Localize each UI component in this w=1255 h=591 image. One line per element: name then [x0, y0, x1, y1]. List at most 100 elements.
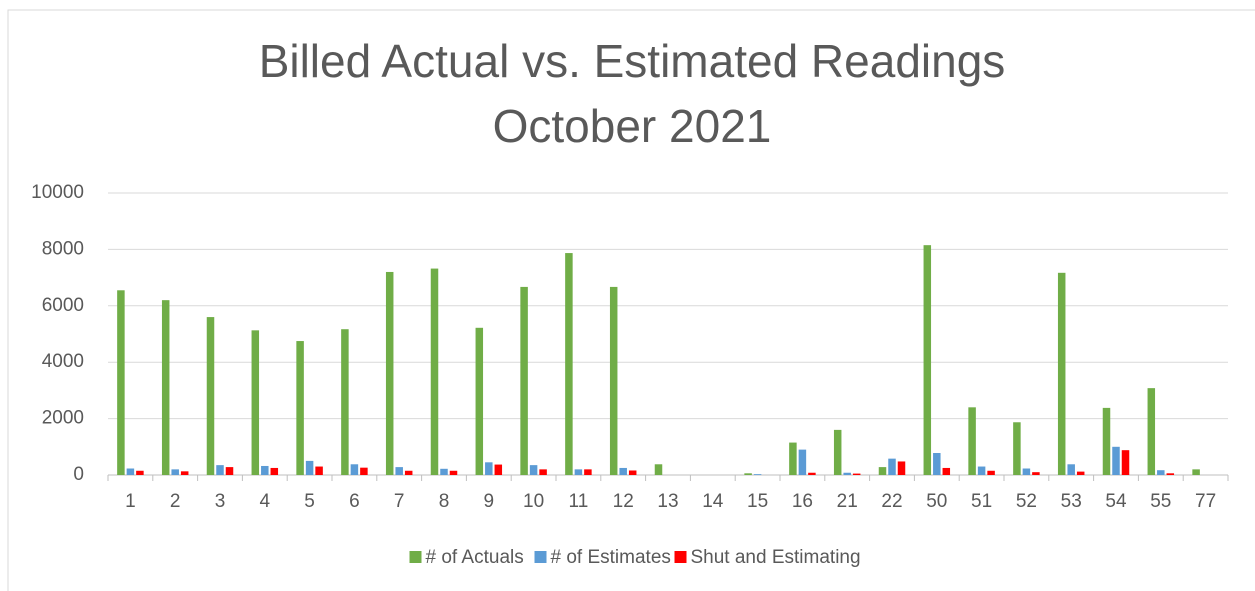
bar	[136, 470, 144, 475]
x-tick-label: 8	[439, 491, 450, 512]
bar	[385, 271, 394, 475]
bar	[360, 467, 368, 475]
y-tick-label: 10000	[31, 182, 84, 203]
chart-subtitle: October 2021	[493, 100, 772, 152]
bar	[798, 449, 807, 475]
chart-border	[7, 9, 1255, 591]
x-tick-label: 50	[926, 491, 947, 512]
bar	[539, 469, 547, 475]
bar	[942, 467, 951, 475]
x-tick-label: 53	[1061, 491, 1082, 512]
bar	[341, 329, 349, 475]
y-tick-label: 6000	[42, 295, 84, 316]
bar	[744, 473, 752, 475]
bar	[171, 469, 179, 475]
bar	[789, 442, 797, 475]
bar	[654, 464, 663, 475]
bar	[977, 466, 986, 475]
bar	[251, 330, 260, 475]
legend-swatch	[674, 551, 687, 563]
bar	[485, 462, 493, 475]
bar	[161, 300, 170, 475]
bar	[315, 466, 323, 475]
bar	[296, 341, 304, 475]
bar	[1032, 472, 1040, 475]
bar	[833, 429, 842, 475]
bar	[1076, 471, 1085, 475]
bar	[206, 317, 215, 475]
x-tick-label: 6	[349, 491, 360, 512]
bar	[574, 469, 583, 475]
bar	[395, 467, 403, 475]
bar	[619, 467, 627, 475]
legend-label: # of Actuals	[426, 547, 524, 568]
bar	[584, 469, 592, 475]
chart-title: Billed Actual vs. Estimated Readings	[259, 35, 1006, 87]
x-tick-label: 5	[304, 491, 315, 512]
x-tick-label: 12	[613, 491, 634, 512]
bar	[565, 253, 573, 475]
bar	[180, 471, 189, 475]
bar	[216, 465, 224, 475]
bar	[628, 470, 637, 475]
legend-swatch	[409, 551, 422, 563]
bar	[117, 290, 125, 475]
x-tick-label: 52	[1016, 491, 1037, 512]
x-tick-label: 21	[837, 491, 858, 512]
bar	[987, 470, 995, 475]
bar	[897, 461, 906, 475]
x-tick-label: 22	[881, 491, 902, 512]
bar	[968, 407, 976, 475]
x-tick-label: 16	[792, 491, 813, 512]
bar	[1102, 407, 1111, 475]
bar	[225, 467, 234, 475]
bar	[440, 468, 448, 475]
y-tick-label: 4000	[42, 351, 84, 372]
bar	[1022, 468, 1031, 475]
x-tick-label: 2	[170, 491, 181, 512]
bar	[1192, 469, 1200, 475]
x-tick-label: 51	[971, 491, 992, 512]
bar	[808, 472, 816, 475]
x-tick-label: 54	[1105, 491, 1127, 512]
bar	[449, 470, 458, 475]
bar	[1112, 446, 1120, 475]
bar	[1013, 422, 1021, 475]
x-tick-label: 77	[1195, 491, 1216, 512]
x-tick-label: 15	[747, 491, 768, 512]
bar	[1121, 450, 1130, 475]
x-tick-label: 55	[1150, 491, 1171, 512]
bar	[1057, 272, 1066, 475]
x-tick-label: 14	[702, 491, 724, 512]
bar	[852, 473, 861, 475]
legend-label: # of Estimates	[551, 547, 671, 568]
bar	[753, 474, 762, 475]
bar	[923, 245, 932, 475]
bar	[270, 467, 279, 475]
x-tick-label: 7	[394, 491, 405, 512]
x-tick-label: 11	[569, 491, 589, 512]
bar	[520, 286, 528, 475]
y-tick-label: 8000	[42, 238, 84, 259]
bar	[843, 472, 851, 475]
x-tick-label: 4	[260, 491, 271, 512]
bar	[529, 465, 538, 475]
bar	[305, 460, 314, 475]
x-tick-label: 13	[657, 491, 678, 512]
bar	[404, 470, 413, 475]
bar	[126, 468, 135, 475]
bar	[933, 453, 941, 475]
legend-label: Shut and Estimating	[691, 547, 861, 568]
bar	[888, 458, 896, 475]
bar	[609, 286, 618, 475]
bar	[350, 464, 359, 475]
x-tick-label: 9	[484, 491, 495, 512]
bar	[261, 465, 269, 475]
bar	[494, 464, 503, 475]
bar	[1147, 388, 1156, 475]
x-tick-label: 3	[215, 491, 226, 512]
bar	[878, 467, 887, 475]
x-tick-label: 1	[125, 491, 136, 512]
x-tick-label: 10	[523, 491, 544, 512]
